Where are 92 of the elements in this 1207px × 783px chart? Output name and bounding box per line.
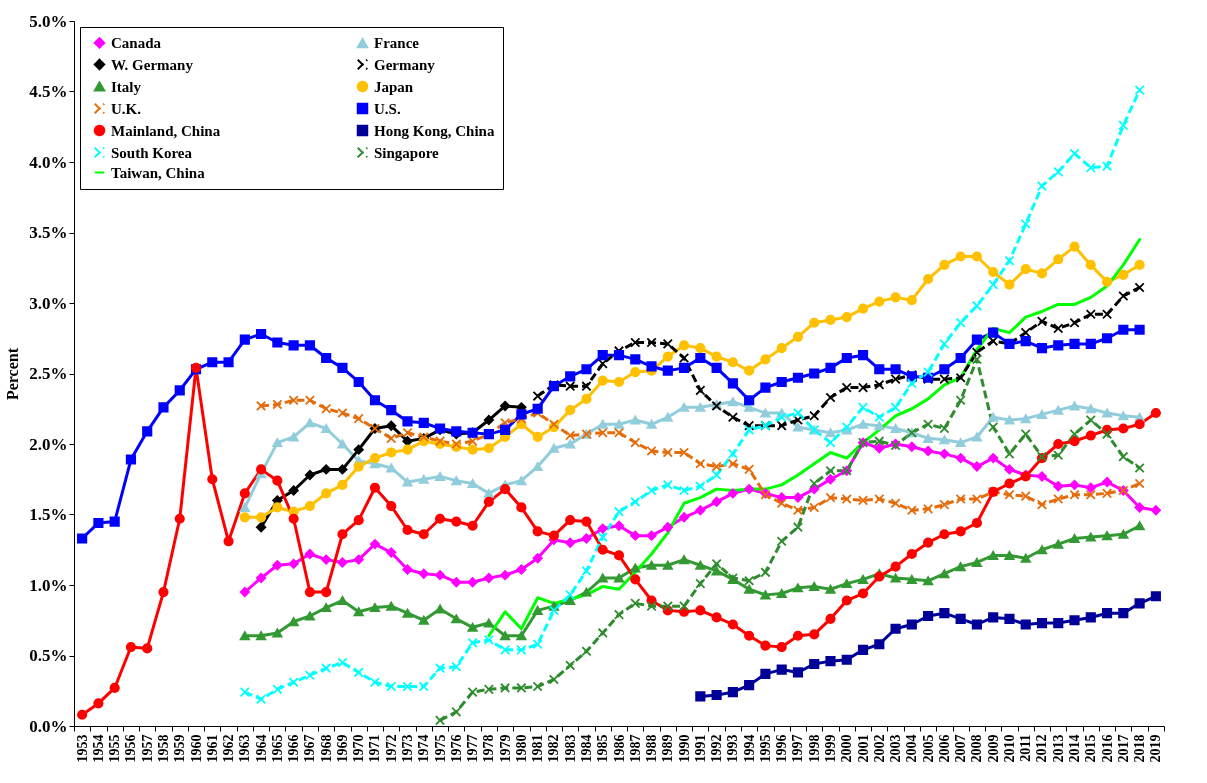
x-tick-label: 2006 bbox=[936, 734, 952, 763]
x-tick-label: 2004 bbox=[904, 734, 920, 763]
x-tick-label: 1995 bbox=[757, 734, 773, 763]
x-tick-label: 2009 bbox=[985, 734, 1001, 763]
x-tick-label: 2017 bbox=[1115, 734, 1131, 763]
x-tick-label: 1994 bbox=[741, 734, 757, 763]
x-tick-label: 1989 bbox=[660, 734, 676, 763]
x-tick-label: 2019 bbox=[1148, 734, 1164, 763]
x-tick-label: 1955 bbox=[107, 734, 123, 763]
x-tick-label: 1996 bbox=[774, 734, 790, 763]
x-tick-label: 1986 bbox=[611, 734, 627, 763]
x-tick-label: 1978 bbox=[481, 734, 497, 763]
x-tick-label: 2018 bbox=[1132, 734, 1148, 763]
x-tick-label: 1969 bbox=[334, 734, 350, 763]
x-tick-label: 1987 bbox=[627, 734, 643, 763]
x-tick-label: 2003 bbox=[888, 734, 904, 763]
y-tick-label: 4.0% bbox=[29, 152, 68, 172]
y-tick-label: 0.5% bbox=[29, 646, 68, 665]
x-tick-label: 1976 bbox=[448, 734, 464, 763]
x-tick-label: 1964 bbox=[253, 734, 269, 763]
x-tick-label: 1962 bbox=[221, 734, 237, 763]
x-tick-label: 1993 bbox=[725, 734, 741, 763]
x-tick-label: 1983 bbox=[562, 734, 578, 763]
legend-label: Germany bbox=[374, 56, 436, 73]
y-tick-label: 0.0% bbox=[29, 716, 68, 736]
x-tick-label: 1990 bbox=[676, 734, 692, 763]
legend-label: Canada bbox=[111, 34, 162, 51]
y-tick-label: 1.0% bbox=[29, 575, 68, 595]
x-tick-label: 2010 bbox=[1001, 734, 1017, 763]
x-tick-label: 1966 bbox=[286, 734, 302, 763]
x-tick-label: 1991 bbox=[692, 734, 708, 763]
x-tick-label: 1979 bbox=[497, 734, 513, 763]
x-tick-label: 2015 bbox=[1083, 734, 1099, 763]
legend-label: W. Germany bbox=[111, 56, 194, 73]
x-tick-label: 1980 bbox=[513, 734, 529, 763]
x-tick-label: 1967 bbox=[302, 734, 318, 763]
x-tick-label: 2014 bbox=[1067, 734, 1083, 763]
x-tick-label: 1971 bbox=[367, 734, 383, 763]
legend-label: Taiwan, China bbox=[111, 164, 206, 181]
x-tick-label: 1981 bbox=[530, 734, 546, 763]
x-tick-label: 1953 bbox=[74, 734, 90, 763]
x-tick-label: 1977 bbox=[465, 734, 481, 763]
y-tick-label: 3.5% bbox=[29, 223, 68, 242]
x-tick-label: 2002 bbox=[871, 734, 887, 763]
x-tick-label: 1974 bbox=[416, 734, 432, 763]
x-tick-label: 1997 bbox=[790, 734, 806, 763]
x-tick-label: 1961 bbox=[204, 734, 220, 763]
y-tick-label: 2.0% bbox=[29, 434, 68, 454]
legend-label: Japan bbox=[374, 78, 414, 95]
x-tick-label: 2001 bbox=[855, 734, 871, 763]
legend-label: Singapore bbox=[374, 144, 440, 161]
legend-label: U.K. bbox=[111, 100, 142, 117]
x-tick-label: 2007 bbox=[953, 734, 969, 763]
y-tick-label: 1.5% bbox=[29, 505, 68, 524]
x-tick-label: 2000 bbox=[839, 734, 855, 763]
legend-label: Italy bbox=[111, 78, 142, 95]
x-tick-label: 1984 bbox=[578, 734, 594, 763]
legend-label: France bbox=[374, 35, 420, 52]
y-tick-label: 3.0% bbox=[29, 293, 68, 313]
x-tick-label: 1963 bbox=[237, 734, 253, 763]
x-tick-label: 1960 bbox=[188, 734, 204, 763]
x-tick-label: 1973 bbox=[400, 734, 416, 763]
x-tick-label: 1998 bbox=[806, 734, 822, 763]
x-tick-label: 2016 bbox=[1099, 734, 1115, 763]
legend-label: U.S. bbox=[374, 100, 401, 117]
y-axis-title: Percent bbox=[4, 347, 22, 401]
x-tick-label: 1985 bbox=[595, 734, 611, 763]
x-tick-label: 1958 bbox=[155, 734, 171, 763]
x-tick-label: 1970 bbox=[351, 734, 367, 763]
x-tick-label: 1972 bbox=[383, 734, 399, 763]
x-tick-label: 1959 bbox=[172, 734, 188, 763]
x-tick-label: 1992 bbox=[709, 734, 725, 763]
x-tick-label: 1956 bbox=[123, 734, 139, 763]
x-tick-label: 1999 bbox=[822, 734, 838, 763]
y-tick-label: 4.5% bbox=[29, 82, 68, 101]
x-tick-label: 1954 bbox=[90, 734, 106, 763]
x-tick-label: 2013 bbox=[1050, 734, 1066, 763]
x-tick-label: 1968 bbox=[318, 734, 334, 763]
x-tick-label: 1957 bbox=[139, 734, 155, 763]
x-tick-label: 1975 bbox=[432, 734, 448, 763]
y-tick-label: 2.5% bbox=[29, 364, 68, 383]
x-tick-label: 2011 bbox=[1018, 734, 1034, 762]
legend-label: Mainland, China bbox=[111, 122, 221, 139]
x-tick-label: 1988 bbox=[644, 734, 660, 763]
x-tick-label: 2008 bbox=[969, 734, 985, 763]
x-tick-label: 1965 bbox=[269, 734, 285, 763]
y-tick-label: 5.0% bbox=[29, 11, 68, 31]
legend-label: South Korea bbox=[111, 144, 193, 161]
x-tick-label: 2005 bbox=[920, 734, 936, 763]
legend-label: Hong Kong, China bbox=[374, 122, 495, 139]
x-tick-label: 2012 bbox=[1034, 734, 1050, 763]
x-tick-label: 1982 bbox=[546, 734, 562, 763]
